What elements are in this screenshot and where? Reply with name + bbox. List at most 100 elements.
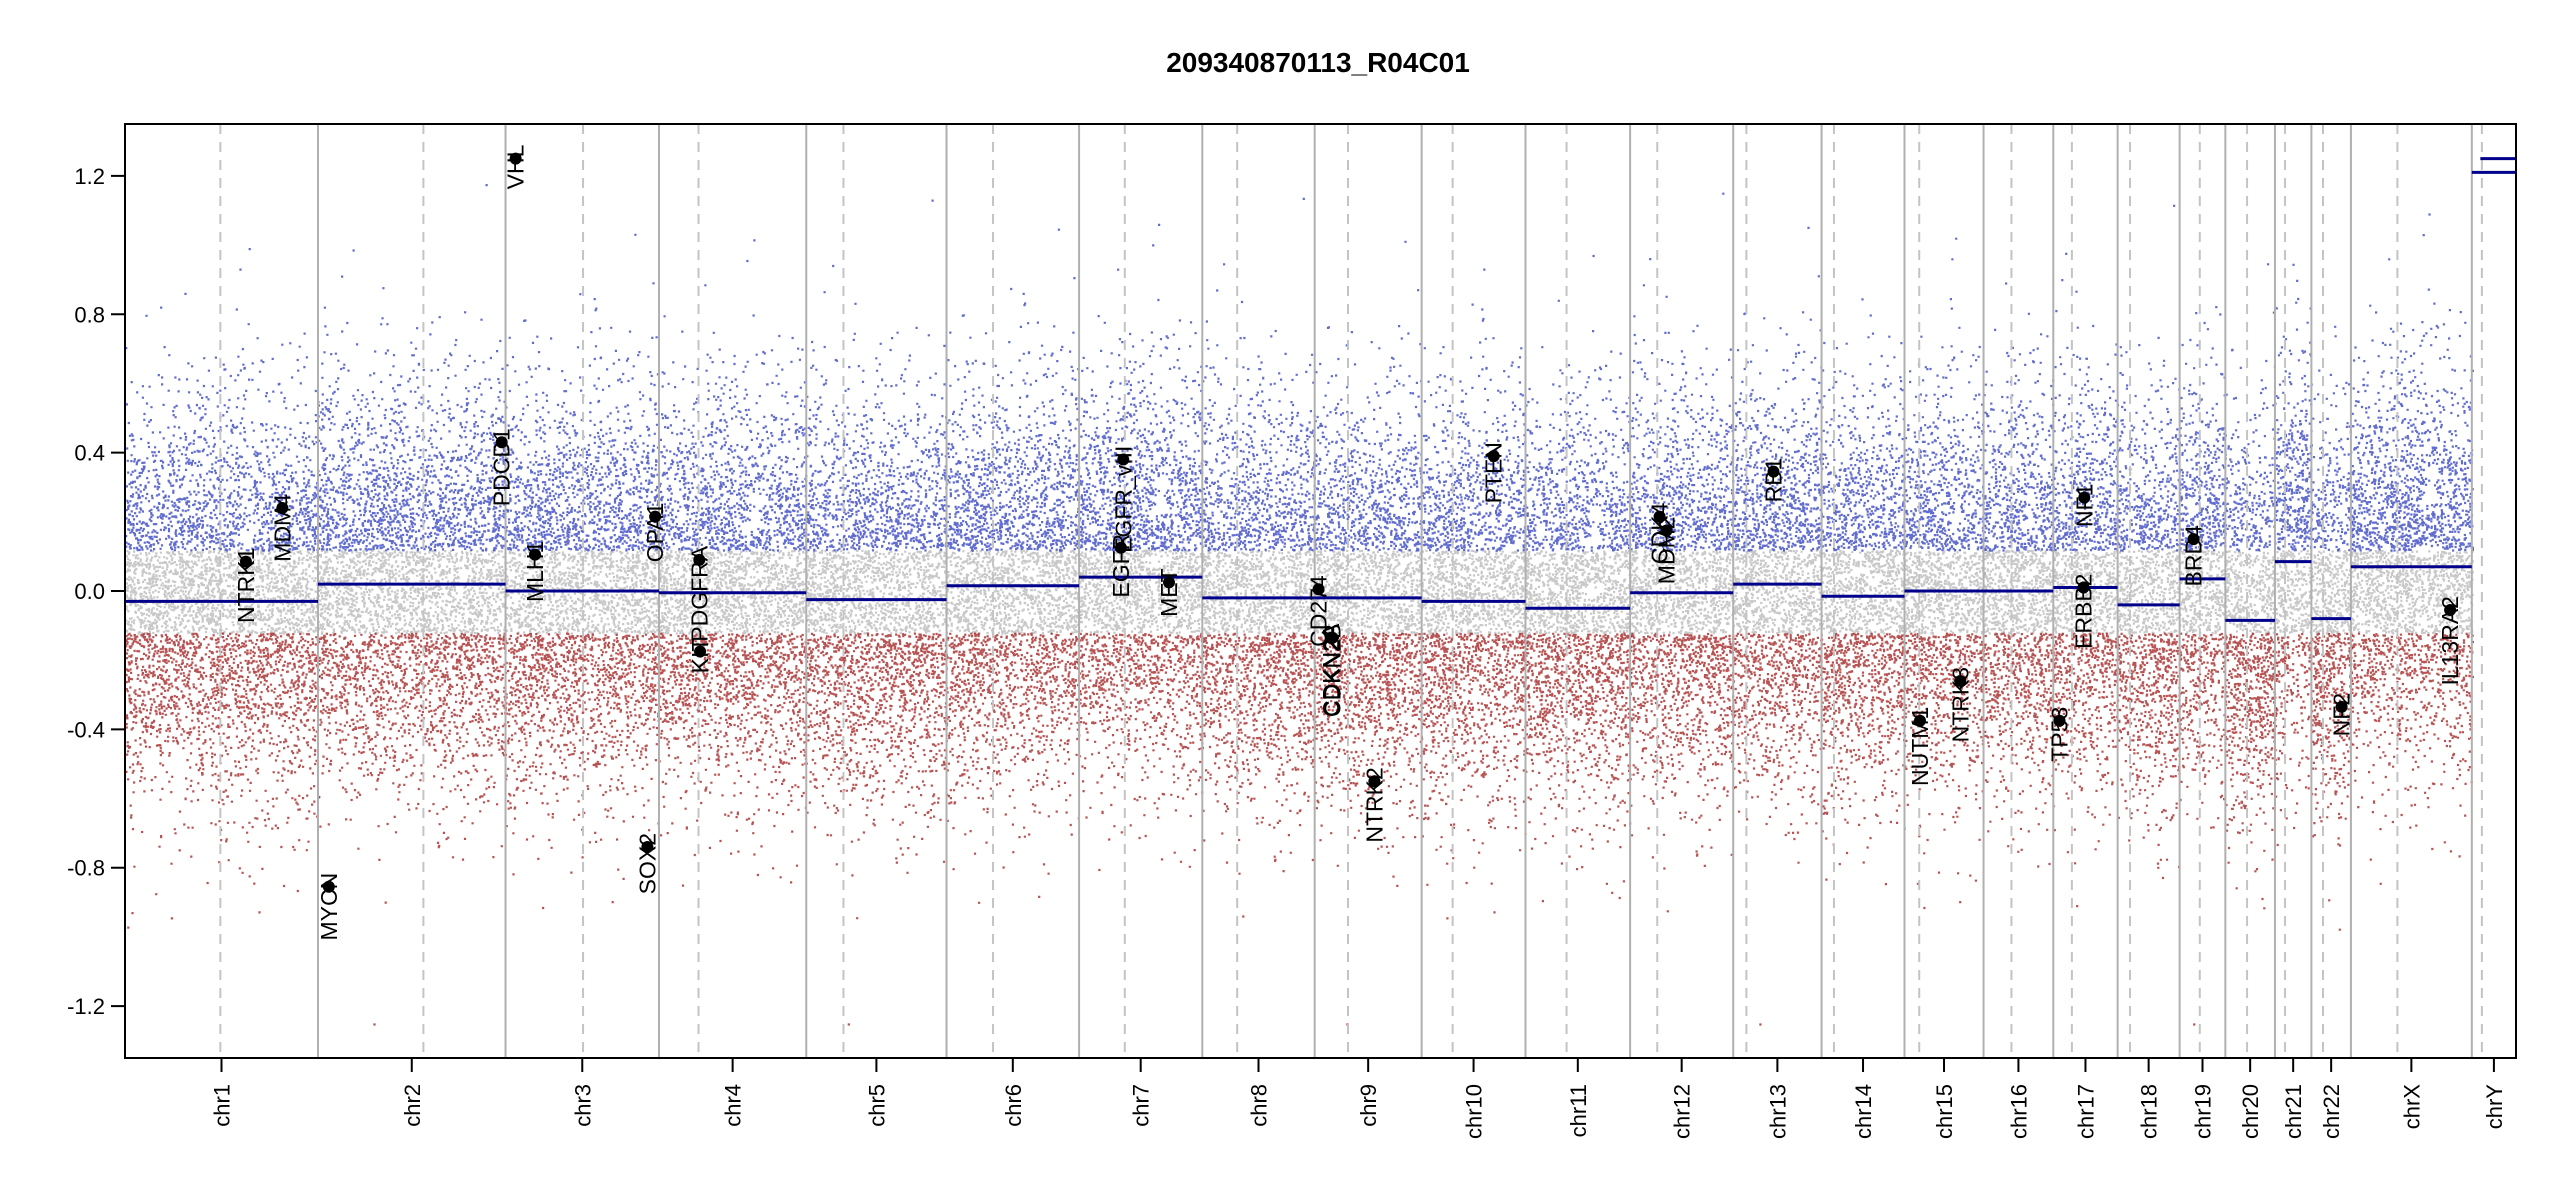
- points-neutral-chr6: [946, 549, 1082, 635]
- x-axis: chr1 chr2 chr3 chr4 chr5 chr6 chr7 chr8 chr9 chr1…: [209, 1058, 2507, 1139]
- points-loss-chr17: [2053, 632, 2120, 908]
- gene-label-erbb2: ERBB2: [2071, 574, 2097, 649]
- x-tick-label-chr1: chr1: [209, 1084, 234, 1127]
- points-loss-chr7: [1079, 632, 1205, 872]
- gene-point-cdkn2b: [1326, 631, 1339, 644]
- segment-lines: [125, 157, 2516, 622]
- points-neutral-chr16: [1983, 549, 2056, 635]
- gene-point-kit: [694, 645, 707, 658]
- x-tick-label-chr18: chr18: [2137, 1084, 2162, 1139]
- gene-point-pdgfra: [693, 553, 706, 566]
- points-loss-chr20: [2225, 632, 2278, 910]
- gene-label-cdkn2b: CDKN2B: [1320, 624, 1346, 717]
- gene-point-mdm2: [1660, 524, 1673, 537]
- gene-label-kit: KIT: [687, 638, 713, 674]
- points-neutral-chr14: [1821, 549, 1907, 635]
- points-gain-chr14: [1821, 298, 1907, 552]
- points-gain-chr8: [1202, 197, 1317, 552]
- points-gain-chr2: [318, 184, 508, 552]
- y-tick-label: -0.4: [67, 717, 105, 742]
- gene-label-mdm2: MDM2: [1654, 516, 1680, 584]
- points-loss-chr14: [1821, 632, 1907, 886]
- x-tick-label-chr22: chr22: [2319, 1084, 2344, 1139]
- gene-markers: NTRK1 MDM4 MYCN PDCD1 VHL MLH1 SOX2 OPA1 PDGFRAK…: [233, 144, 2463, 940]
- points-neutral-chr1: [125, 549, 321, 635]
- x-tick-label-chr12: chr12: [1670, 1084, 1695, 1139]
- x-tick-label-chr9: chr9: [1356, 1084, 1381, 1127]
- gene-point-pdcd1: [495, 436, 508, 449]
- gene-point-mycn: [322, 880, 335, 893]
- gene-label-mycn: MYCN: [316, 873, 342, 941]
- points-neutral-chr3: [505, 549, 662, 635]
- points-gain-chr9: [1314, 240, 1424, 552]
- x-tick-label-chrY: chrY: [2482, 1084, 2507, 1130]
- gene-label-brd4: BRD4: [2181, 525, 2207, 587]
- points-neutral-chr19: [2179, 549, 2228, 635]
- gene-point-egfr_viii: [1117, 453, 1130, 466]
- gene-label-ntrk3: NTRK3: [1947, 667, 1973, 742]
- gene-point-cdk4: [1653, 510, 1666, 523]
- points-gain-chr22: [2311, 325, 2353, 552]
- gene-label-egfr: EGFR: [1108, 534, 1134, 598]
- gene-point-ntrk2: [1368, 775, 1381, 788]
- points-gain-chr3: [505, 233, 661, 552]
- points-neutral-chrX: [2350, 550, 2474, 635]
- points-neutral-chr5: [806, 549, 949, 635]
- gene-label-pdcd1: PDCD1: [489, 428, 515, 506]
- points-loss-chr15: [1904, 632, 1986, 910]
- x-tick-label-chr13: chr13: [1765, 1084, 1790, 1139]
- gene-point-ntrk1: [239, 555, 252, 568]
- gene-point-egfr: [1114, 541, 1127, 554]
- points-neutral-chr17: [2053, 549, 2120, 635]
- points-gain-chr17: [2053, 252, 2120, 552]
- points-loss-chr10: [1421, 632, 1528, 920]
- gene-label-rb1: RB1: [1761, 458, 1787, 503]
- x-tick-label-chr7: chr7: [1129, 1084, 1154, 1127]
- gene-label-nutm1: NUTM1: [1907, 707, 1933, 786]
- gene-point-pten: [1487, 450, 1500, 463]
- points-loss-chr19: [2179, 632, 2228, 1026]
- points-loss-chr2: [318, 632, 508, 1026]
- gene-point-vhl: [509, 152, 522, 165]
- y-tick-label: -1.2: [67, 994, 105, 1019]
- gene-point-rb1: [1767, 465, 1780, 478]
- points-neutral-chr10: [1421, 549, 1528, 635]
- y-tick-label: 0.4: [74, 441, 105, 466]
- x-tick-label-chrX: chrX: [2399, 1084, 2424, 1130]
- gene-point-met: [1162, 576, 1175, 589]
- gene-label-opa1: OPA1: [642, 503, 668, 563]
- x-tick-label-chr21: chr21: [2281, 1084, 2306, 1139]
- x-tick-label-chr19: chr19: [2190, 1084, 2215, 1139]
- points-loss-chr4: [659, 632, 809, 887]
- gene-point-ntrk3: [1954, 674, 1967, 687]
- gene-point-tp53: [2053, 714, 2066, 727]
- x-tick-label-chr4: chr4: [721, 1084, 746, 1127]
- gene-label-tp53: TP53: [2047, 707, 2073, 762]
- x-tick-label-chr8: chr8: [1246, 1084, 1271, 1127]
- points-gain-chr5: [806, 199, 949, 552]
- x-tick-label-chr14: chr14: [1851, 1084, 1876, 1139]
- points-neutral-chr11: [1525, 549, 1633, 635]
- points-loss-chr9: [1314, 632, 1424, 1026]
- points-gain-chr18: [2117, 204, 2182, 552]
- points-loss-chr12: [1630, 632, 1736, 913]
- points-loss-chr8: [1202, 632, 1317, 918]
- gene-point-opa1: [649, 510, 662, 523]
- gene-label-mdm4: MDM4: [269, 494, 295, 562]
- y-tick-label: 0.0: [74, 579, 105, 604]
- points-gain-chr4: [659, 239, 809, 552]
- gene-point-il13ra2: [2444, 604, 2457, 617]
- points-loss-chr5: [806, 632, 949, 1026]
- points-neutral-chr18: [2117, 549, 2182, 635]
- gene-label-nf1: NF1: [2071, 484, 2097, 527]
- points-neutral-chr21: [2275, 549, 2314, 634]
- y-axis: -1.2 -0.8 -0.4 0.0 0.4 0.8 1.2: [67, 164, 125, 1019]
- x-tick-label-chr17: chr17: [2073, 1084, 2098, 1139]
- points-gain-chr7: [1079, 223, 1205, 552]
- points-gain-chr11: [1525, 254, 1633, 552]
- points-loss-chr16: [1983, 632, 2056, 868]
- gene-point-cd274: [1312, 583, 1325, 596]
- points-loss-chr1: [125, 632, 321, 929]
- gene-label-il13ra2: IL13RA2: [2437, 596, 2463, 686]
- gene-label-ntrk1: NTRK1: [233, 548, 259, 623]
